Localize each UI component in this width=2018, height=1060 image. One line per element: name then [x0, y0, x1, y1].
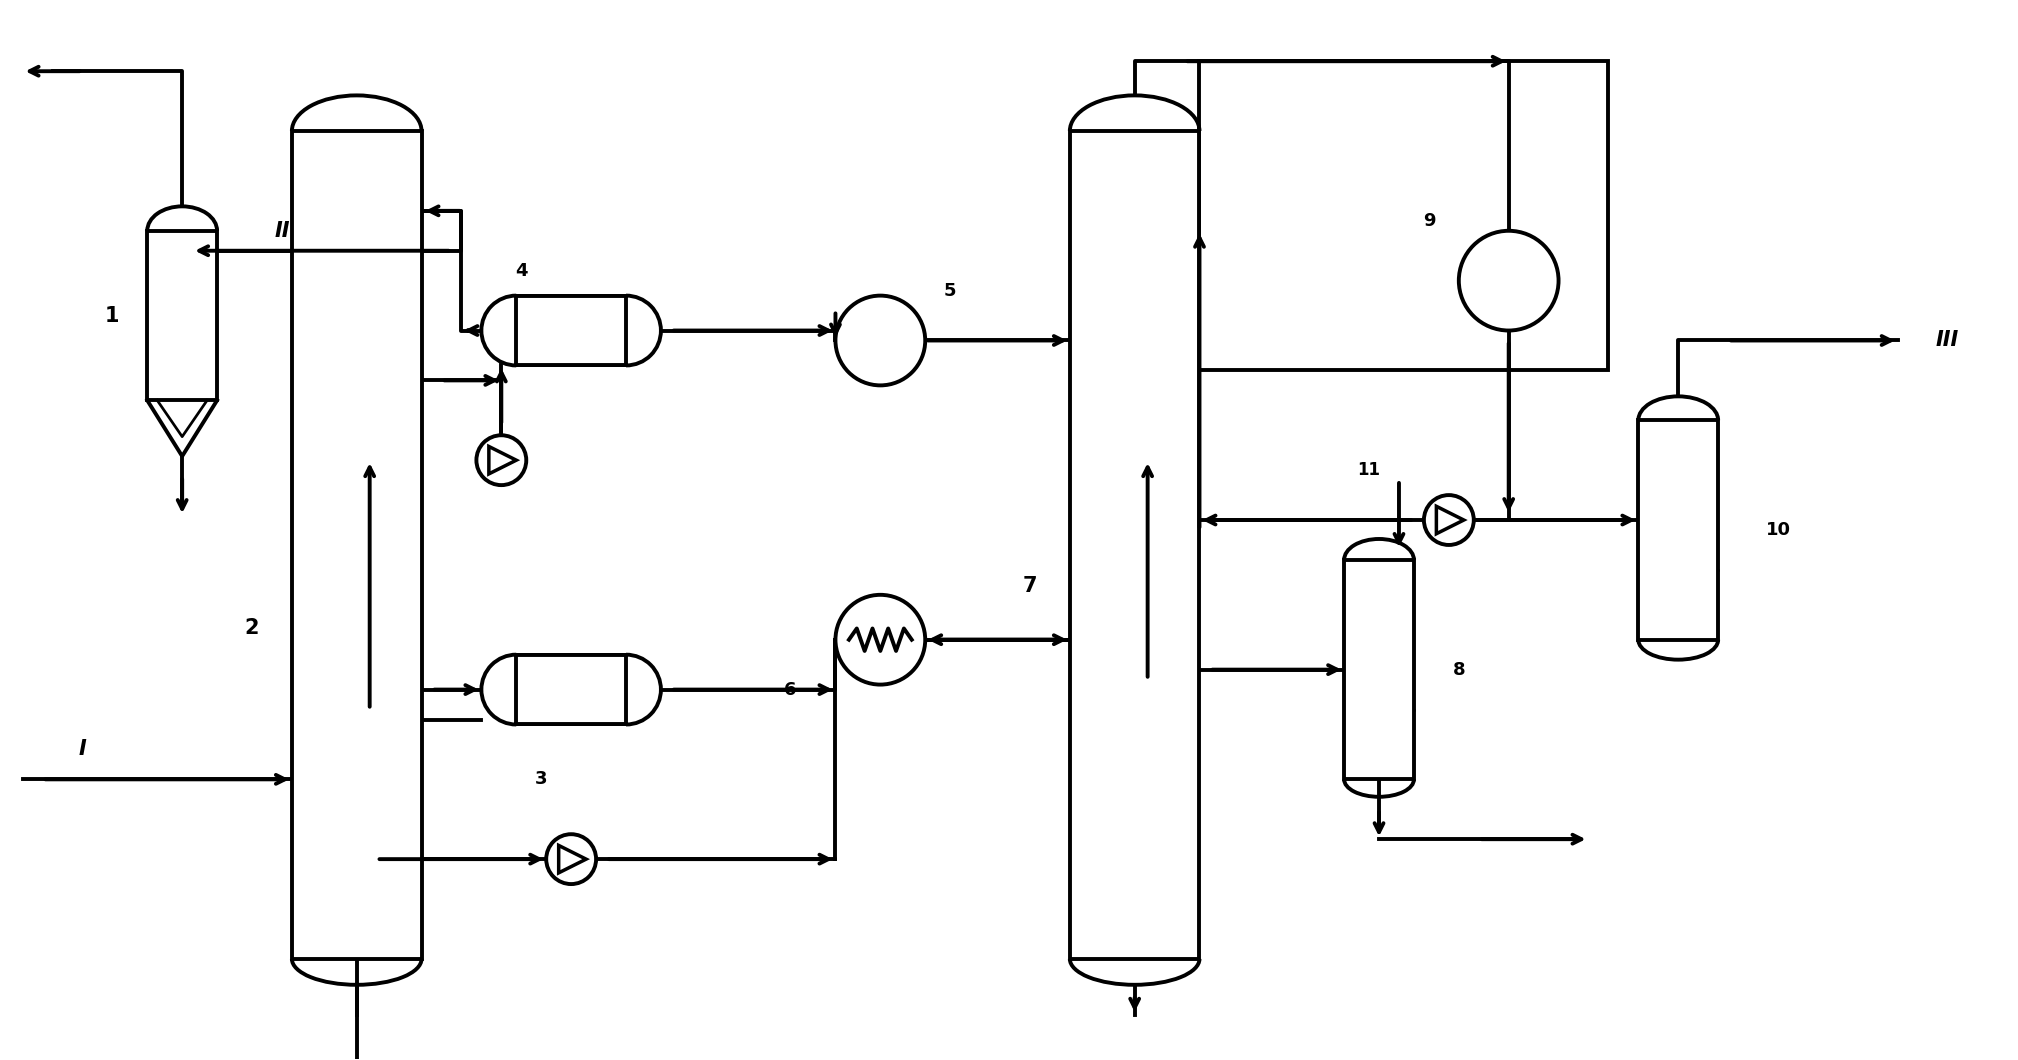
Bar — [517, 296, 626, 366]
Text: 2: 2 — [244, 618, 258, 638]
Text: 3: 3 — [535, 771, 547, 789]
Bar — [1344, 560, 1415, 779]
Text: 5: 5 — [944, 282, 957, 300]
Text: 4: 4 — [515, 262, 527, 280]
Text: 11: 11 — [1358, 461, 1380, 479]
Circle shape — [1425, 495, 1473, 545]
Text: 8: 8 — [1453, 660, 1465, 678]
Bar — [517, 655, 626, 724]
Text: 9: 9 — [1423, 212, 1435, 230]
Text: II: II — [274, 220, 291, 241]
Bar — [1199, 61, 1608, 370]
Polygon shape — [1437, 507, 1463, 534]
Circle shape — [835, 296, 924, 386]
Bar — [1639, 420, 1717, 640]
Text: III: III — [1935, 331, 1959, 351]
Polygon shape — [488, 446, 517, 474]
Text: 1: 1 — [105, 305, 119, 325]
Circle shape — [1459, 231, 1558, 331]
Circle shape — [476, 436, 527, 485]
Bar — [293, 131, 422, 959]
Text: 7: 7 — [1023, 577, 1037, 597]
Text: 6: 6 — [785, 681, 797, 699]
Bar — [1070, 131, 1199, 959]
Text: I: I — [79, 740, 87, 759]
Bar — [147, 231, 218, 401]
Circle shape — [547, 834, 595, 884]
Text: 10: 10 — [1766, 522, 1790, 538]
Polygon shape — [559, 846, 585, 872]
Circle shape — [835, 595, 924, 685]
